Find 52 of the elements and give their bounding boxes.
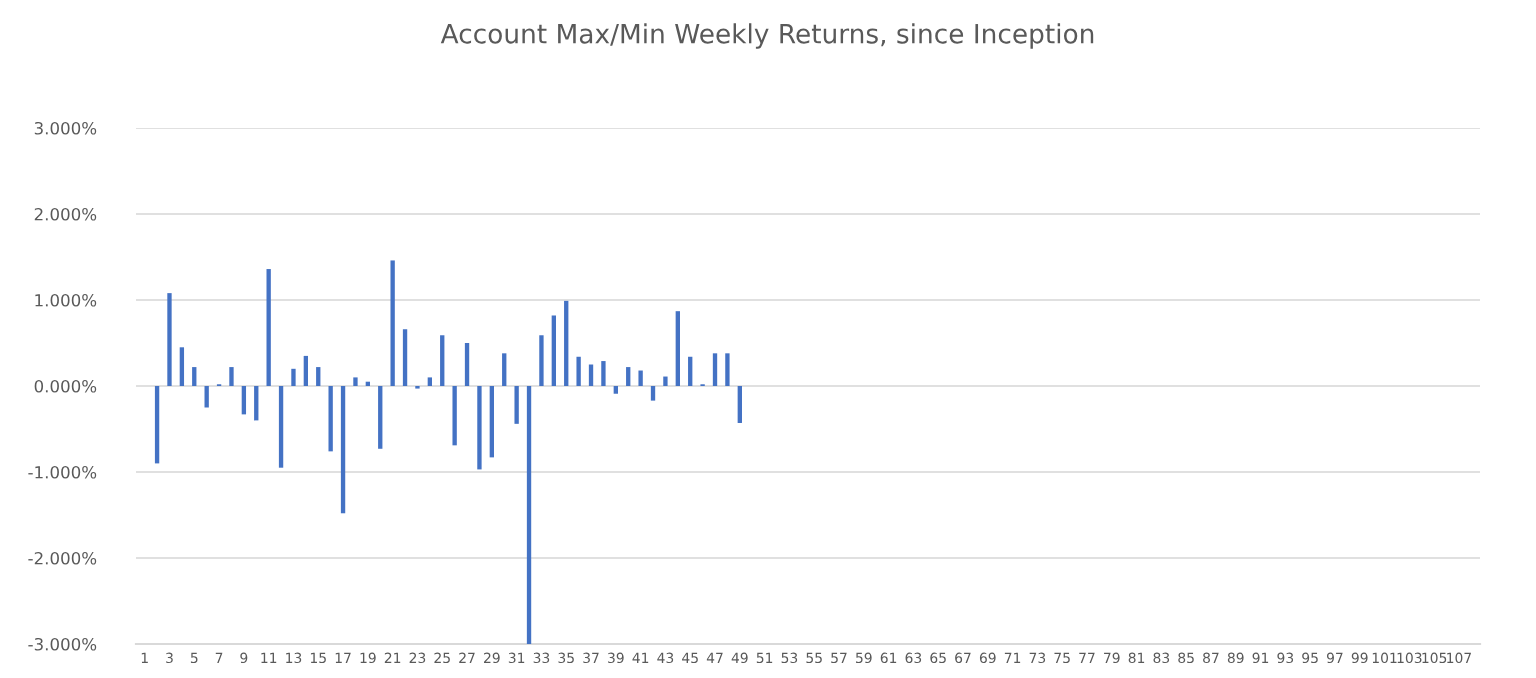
bar bbox=[613, 386, 618, 394]
bar bbox=[378, 386, 383, 449]
bar bbox=[340, 386, 346, 514]
bar bbox=[278, 386, 284, 468]
bar bbox=[489, 386, 495, 458]
chart-title: Account Max/Min Weekly Returns, since Inception bbox=[440, 23, 1094, 49]
bar bbox=[564, 300, 569, 386]
bar bbox=[601, 361, 606, 386]
bar bbox=[390, 260, 395, 386]
bar bbox=[675, 311, 680, 386]
bar bbox=[588, 364, 594, 386]
bar bbox=[241, 386, 247, 415]
bar bbox=[254, 386, 259, 421]
bar bbox=[539, 335, 544, 386]
bar bbox=[514, 386, 519, 424]
bar bbox=[303, 355, 309, 386]
bar bbox=[551, 315, 556, 386]
bar bbox=[626, 367, 631, 386]
y-tick-label: 2.000% bbox=[34, 207, 97, 221]
bar bbox=[154, 386, 160, 464]
bar bbox=[291, 368, 296, 386]
bar bbox=[204, 386, 209, 408]
bar bbox=[316, 367, 321, 386]
y-tick-label: -1.000% bbox=[28, 465, 97, 479]
bar bbox=[688, 356, 693, 386]
bar bbox=[650, 386, 656, 401]
bar bbox=[266, 269, 271, 386]
bar bbox=[229, 367, 234, 386]
bar bbox=[464, 343, 470, 386]
bar bbox=[402, 329, 408, 386]
bar bbox=[328, 386, 333, 452]
y-tick-label: 3.000% bbox=[34, 121, 97, 135]
y-tick-label: 1.000% bbox=[35, 293, 97, 307]
bar bbox=[526, 386, 532, 644]
bar bbox=[440, 335, 445, 386]
bar bbox=[737, 386, 742, 423]
bar bbox=[427, 377, 433, 386]
bar bbox=[192, 367, 197, 386]
bar bbox=[663, 376, 668, 386]
bar bbox=[576, 356, 581, 386]
bar bbox=[179, 347, 185, 386]
bar bbox=[452, 386, 457, 446]
bar bbox=[712, 353, 718, 386]
bar bbox=[502, 353, 507, 386]
bar bbox=[353, 377, 358, 386]
y-tick-label: 0.000% bbox=[34, 379, 97, 393]
bar bbox=[167, 293, 172, 386]
bar bbox=[725, 353, 730, 386]
bar bbox=[638, 370, 643, 386]
y-tick-label: -2.000% bbox=[28, 551, 97, 565]
bar bbox=[477, 386, 482, 470]
y-tick-label: -3.000% bbox=[28, 637, 97, 651]
